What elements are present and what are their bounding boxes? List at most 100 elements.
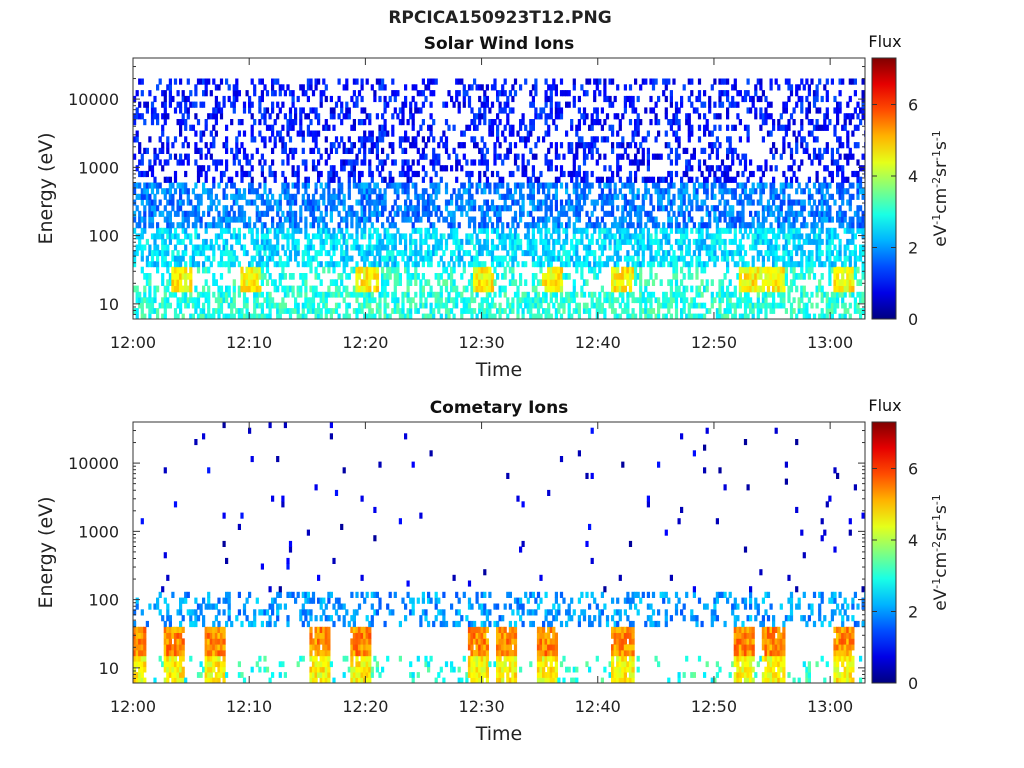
heatmap-cell: [442, 250, 446, 257]
heatmap-cell: [718, 210, 722, 217]
heatmap-cell: [138, 302, 142, 309]
heatmap-cell: [582, 107, 587, 114]
heatmap-cell: [465, 250, 469, 257]
heatmap-cell: [184, 124, 188, 131]
heatmap-cell: [365, 250, 369, 257]
heatmap-cell: [603, 84, 607, 91]
heatmap-cell: [723, 255, 727, 262]
heatmap-cell: [613, 182, 617, 189]
heatmap-cell: [588, 78, 592, 85]
heatmap-cell: [263, 233, 267, 240]
heatmap-cell: [547, 250, 551, 257]
heatmap-cell: [572, 222, 576, 229]
heatmap-cell: [662, 222, 666, 229]
heatmap-cell: [363, 210, 367, 217]
heatmap-cell: [547, 273, 551, 280]
heatmap-cell: [363, 159, 367, 166]
heatmap-cell: [411, 113, 415, 120]
heatmap-cell: [685, 182, 689, 189]
heatmap-cell: [478, 205, 482, 212]
heatmap-cell: [631, 244, 635, 251]
heatmap-cell: [467, 124, 472, 131]
heatmap-cell: [250, 78, 254, 85]
heatmap-cell: [465, 238, 469, 245]
heatmap-cell: [547, 227, 551, 234]
heatmap-cell: [628, 255, 633, 262]
heatmap-cell: [705, 210, 709, 217]
heatmap-cell: [225, 159, 229, 166]
heatmap-cell: [695, 273, 699, 280]
heatmap-cell: [342, 297, 346, 304]
heatmap-cell: [521, 136, 525, 143]
heatmap-cell: [281, 124, 285, 131]
heatmap-cell: [158, 78, 162, 85]
heatmap-cell: [628, 313, 633, 319]
heatmap-cell: [531, 313, 535, 319]
heatmap-cell: [585, 279, 589, 286]
heatmap-cell: [718, 90, 722, 97]
heatmap-cell: [631, 199, 635, 206]
heatmap-cell: [391, 124, 395, 131]
heatmap-cell: [534, 84, 538, 91]
heatmap-cell: [738, 227, 742, 234]
heatmap-cell: [582, 90, 587, 97]
heatmap-cell: [519, 244, 523, 251]
heatmap-cell: [357, 250, 362, 257]
heatmap-cell: [176, 233, 180, 240]
heatmap-cell: [311, 302, 316, 309]
heatmap-cell: [703, 124, 707, 131]
heatmap-cell: [519, 216, 523, 223]
heatmap-cell: [391, 297, 395, 304]
heatmap-cell: [317, 227, 321, 234]
heatmap-cell: [674, 302, 679, 309]
heatmap-cell: [291, 244, 295, 251]
heatmap-cell: [278, 136, 282, 143]
heatmap-cell: [634, 227, 638, 234]
heatmap-cell: [736, 199, 740, 206]
heatmap-cell: [764, 159, 768, 166]
heatmap-cell: [519, 238, 523, 245]
heatmap-cell: [214, 205, 218, 212]
heatmap-cell: [616, 130, 620, 137]
heatmap-cell: [194, 285, 198, 293]
heatmap-cell: [613, 313, 617, 319]
heatmap-cell: [703, 266, 707, 274]
heatmap-cell: [669, 291, 673, 298]
heatmap-cell: [705, 119, 709, 126]
heatmap-cell: [508, 188, 512, 195]
heatmap-cell: [324, 313, 328, 319]
heatmap-cell: [672, 78, 676, 85]
heatmap-cell: [667, 308, 671, 314]
heatmap-cell: [662, 297, 666, 304]
heatmap-cell: [723, 176, 727, 183]
heatmap-cell: [631, 188, 635, 195]
heatmap-cell: [181, 313, 185, 319]
heatmap-cell: [340, 188, 344, 195]
heatmap-cell: [158, 182, 162, 189]
heatmap-cell: [733, 261, 737, 268]
heatmap-cell: [659, 227, 663, 234]
heatmap-cell: [419, 124, 423, 131]
heatmap-cell: [695, 176, 699, 183]
heatmap-cell: [690, 78, 694, 85]
heatmap-cell: [291, 222, 295, 229]
heatmap-cell: [329, 255, 333, 262]
heatmap-cell: [145, 199, 149, 206]
heatmap-cell: [511, 238, 515, 245]
heatmap-cell: [161, 90, 165, 97]
heatmap-cell: [483, 308, 487, 314]
heatmap-cell: [143, 119, 147, 126]
heatmap-cell: [373, 182, 377, 189]
heatmap-cell: [749, 188, 753, 195]
heatmap-cell: [396, 90, 400, 97]
heatmap-cell: [150, 199, 155, 206]
heatmap-cell: [733, 233, 737, 240]
heatmap-cell: [669, 285, 673, 293]
heatmap-cell: [470, 205, 474, 212]
heatmap-cell: [166, 216, 170, 223]
heatmap-cell: [692, 222, 696, 229]
heatmap-cell: [654, 255, 658, 262]
heatmap-cell: [166, 159, 170, 166]
heatmap-cell: [618, 119, 622, 126]
